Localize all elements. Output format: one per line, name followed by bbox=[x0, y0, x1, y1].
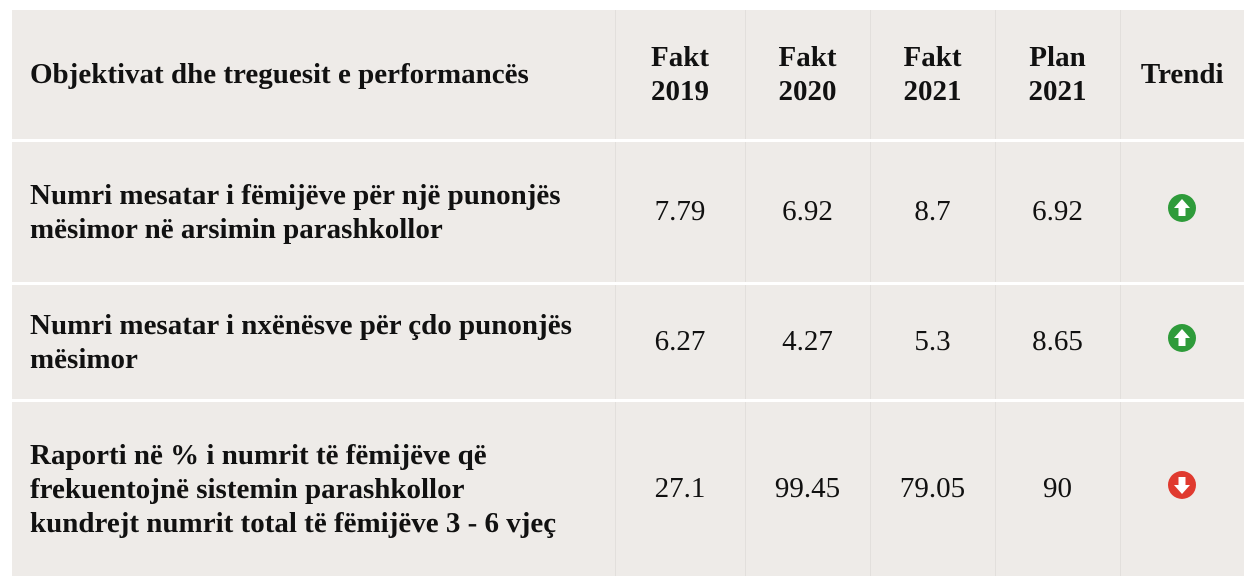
table-row: Raporti në % i numrit të fëmijëve që fre… bbox=[12, 400, 1244, 579]
trend-cell bbox=[1119, 283, 1244, 402]
value-cell: 4.27 bbox=[744, 283, 870, 402]
table-body: Numri mesatar i fëmijëve për një punonjë… bbox=[12, 140, 1244, 579]
performance-table: Objektivat dhe treguesit e performancës F… bbox=[12, 10, 1244, 579]
trend-up-icon bbox=[1168, 193, 1197, 222]
value-cell: 79.05 bbox=[869, 400, 995, 579]
value-cell: 27.1 bbox=[614, 400, 745, 579]
trend-cell bbox=[1119, 400, 1244, 579]
value-cell: 6.92 bbox=[744, 140, 870, 285]
row-label: Numri mesatar i fëmijëve për një punonjë… bbox=[12, 140, 615, 285]
trend-down-icon bbox=[1168, 470, 1197, 499]
header-text: Fakt 2019 bbox=[651, 41, 709, 108]
header-text: Fakt 2020 bbox=[778, 41, 837, 108]
table-row: Numri mesatar i nxënësve për çdo punonjë… bbox=[12, 283, 1244, 402]
header-row: Objektivat dhe treguesit e performancës F… bbox=[12, 10, 1244, 142]
header-text: Fakt 2021 bbox=[903, 41, 962, 108]
value-cell: 6.92 bbox=[994, 140, 1120, 285]
value-cell: 8.65 bbox=[994, 283, 1120, 402]
row-label: Numri mesatar i nxënësve për çdo punonjë… bbox=[12, 283, 615, 402]
table-row: Numri mesatar i fëmijëve për një punonjë… bbox=[12, 140, 1244, 285]
header-cell: Fakt 2019 bbox=[614, 10, 745, 142]
value-cell: 99.45 bbox=[744, 400, 870, 579]
trend-cell bbox=[1119, 140, 1244, 285]
value-cell: 90 bbox=[994, 400, 1120, 579]
header-cell: Plan 2021 bbox=[994, 10, 1120, 142]
header-cell: Objektivat dhe treguesit e performancës bbox=[12, 10, 615, 142]
value-cell: 6.27 bbox=[614, 283, 745, 402]
header-cell: Trendi bbox=[1119, 10, 1244, 142]
row-label: Raporti në % i numrit të fëmijëve që fre… bbox=[12, 400, 615, 579]
header-cell: Fakt 2021 bbox=[869, 10, 995, 142]
trend-up-icon bbox=[1168, 323, 1197, 352]
header-text: Trendi bbox=[1140, 58, 1224, 91]
header-cell: Fakt 2020 bbox=[744, 10, 870, 142]
header-text: Objektivat dhe treguesit e performancës bbox=[30, 58, 529, 91]
value-cell: 8.7 bbox=[869, 140, 995, 285]
value-cell: 7.79 bbox=[614, 140, 745, 285]
value-cell: 5.3 bbox=[869, 283, 995, 402]
header-text: Plan 2021 bbox=[1028, 41, 1087, 108]
